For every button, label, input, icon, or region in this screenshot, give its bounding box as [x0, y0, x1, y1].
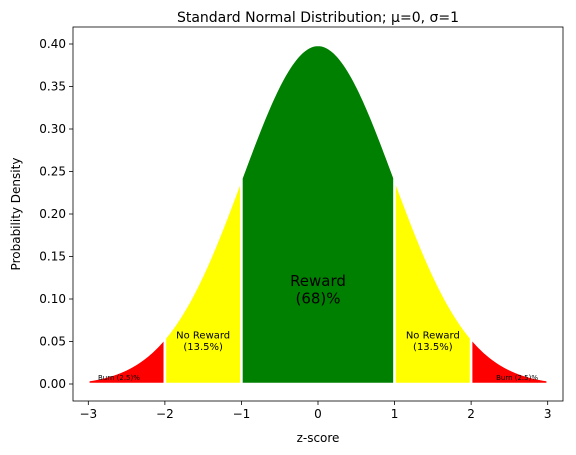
- region-label-line: (13.5%): [183, 342, 223, 353]
- x-tick-label: −1: [233, 407, 251, 421]
- x-tick-label: 3: [544, 407, 552, 421]
- region-0: [87, 334, 167, 386]
- x-axis-label: z-score: [297, 431, 340, 445]
- x-axis: −3 −2 −1 0 1 2 3: [79, 401, 552, 421]
- x-tick-label: −2: [156, 407, 174, 421]
- region-label-4: Burn (2.5)%: [496, 374, 538, 382]
- x-tick-label: 1: [391, 407, 399, 421]
- region-label-line: No Reward: [406, 331, 460, 342]
- y-tick-label: 0.10: [39, 292, 66, 306]
- region-labels-layer: Burn (2.5)%No Reward (13.5%)Reward (68)%No…: [98, 272, 538, 382]
- region-2: [240, 43, 396, 386]
- region-label-line: (13.5%): [413, 342, 453, 353]
- y-tick-label: 0.30: [39, 122, 66, 136]
- y-tick-label: 0.00: [39, 377, 66, 391]
- region-label-line: Burn (2.5)%: [496, 374, 538, 382]
- region-label-3: No Reward (13.5%): [406, 331, 460, 354]
- y-tick-label: 0.20: [39, 207, 66, 221]
- region-label-1: No Reward (13.5%): [176, 331, 230, 354]
- region-3: [393, 177, 473, 386]
- region-label-line: Burn (2.5)%: [98, 374, 140, 382]
- region-label-0: Burn (2.5)%: [98, 374, 140, 382]
- region-label-line: Reward: [290, 272, 346, 290]
- y-axis-label: Probability Density: [9, 158, 23, 271]
- regions-layer: [87, 43, 549, 386]
- x-tick-label: 2: [467, 407, 475, 421]
- y-tick-label: 0.05: [39, 335, 66, 349]
- region-1: [163, 177, 243, 386]
- region-label-2: Reward (68)%: [290, 272, 346, 307]
- y-tick-label: 0.40: [39, 37, 66, 51]
- region-4: [469, 334, 549, 386]
- region-label-line: No Reward: [176, 331, 230, 342]
- y-axis: 0.00 0.05 0.10 0.15 0.20 0.25 0.30 0.35 0.40: [39, 37, 73, 391]
- x-tick-label: 0: [314, 407, 322, 421]
- chart-title: Standard Normal Distribution; μ=0, σ=1: [177, 10, 459, 26]
- y-tick-label: 0.35: [39, 80, 66, 94]
- y-tick-label: 0.15: [39, 250, 66, 264]
- y-tick-label: 0.25: [39, 165, 66, 179]
- x-tick-label: −3: [79, 407, 97, 421]
- region-label-line: (68)%: [295, 289, 340, 307]
